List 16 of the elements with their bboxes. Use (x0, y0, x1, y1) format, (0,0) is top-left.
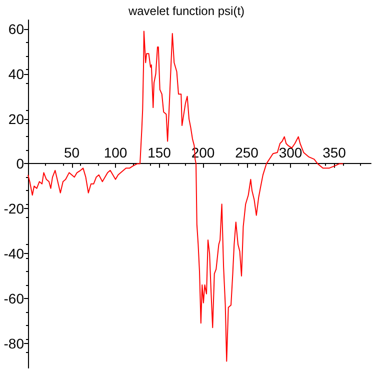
y-tick-label: -20 (4, 200, 24, 217)
line-series (28, 30, 344, 362)
x-tick-label: 350 (322, 144, 346, 161)
x-tick-label: 100 (104, 144, 128, 161)
y-tick-label: 60 (8, 20, 24, 37)
x-tick-label: 250 (235, 144, 259, 161)
x-tick-label: 300 (278, 144, 302, 161)
chart-title: wavelet function psi(t) (127, 4, 245, 18)
x-tick-label: 150 (148, 144, 172, 161)
y-tick-label: -40 (4, 245, 24, 262)
y-tick-label: 40 (8, 66, 24, 82)
x-tick-label: 50 (64, 144, 80, 161)
y-tick-label: -80 (4, 335, 24, 352)
y-tick-label: 0 (16, 156, 24, 172)
y-tick-label: -60 (4, 290, 24, 306)
y-tick-label: 20 (8, 110, 24, 127)
